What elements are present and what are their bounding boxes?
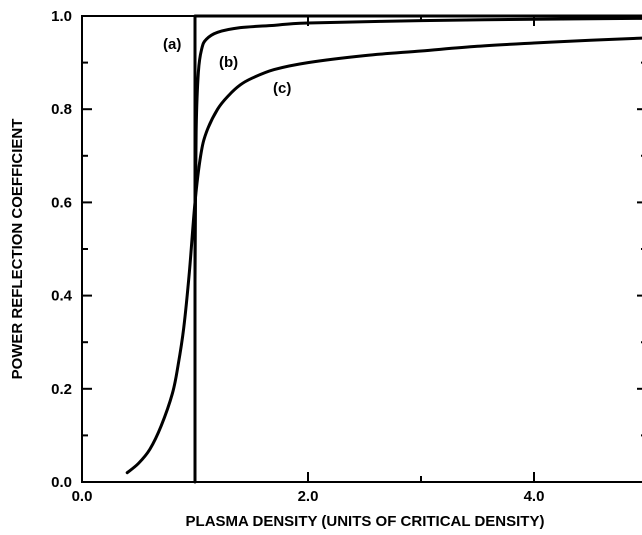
y-tick-label: 0.4 (51, 288, 73, 305)
y-tick-label: 0.2 (51, 381, 72, 398)
y-axis-title: POWER REFLECTION COEFFICIENT (9, 119, 26, 380)
series-c-line (125, 36, 642, 475)
curve-label-b: (b) (219, 54, 238, 71)
y-tick-label: 0.6 (51, 194, 72, 211)
curve-label-c: (c) (273, 80, 291, 97)
series-b-line (193, 16, 642, 284)
x-tick-label: 2.0 (298, 488, 319, 505)
curve-label-a: (a) (163, 36, 181, 53)
series-a-line (193, 14, 642, 484)
x-tick-label: 0.0 (72, 488, 93, 505)
x-axis-title: PLASMA DENSITY (UNITS OF CRITICAL DENSIT… (186, 513, 545, 530)
series-group (125, 14, 642, 484)
y-tick-label: 1.0 (51, 8, 72, 25)
axis-ticks (81, 15, 642, 483)
axis-tick-labels: 0.0 2.0 4.0 0.0 0.2 0.4 0.6 0.8 1.0 (51, 8, 544, 505)
y-tick-label: 0.0 (51, 474, 72, 491)
x-tick-label: 4.0 (524, 488, 545, 505)
y-tick-label: 0.8 (51, 101, 72, 118)
